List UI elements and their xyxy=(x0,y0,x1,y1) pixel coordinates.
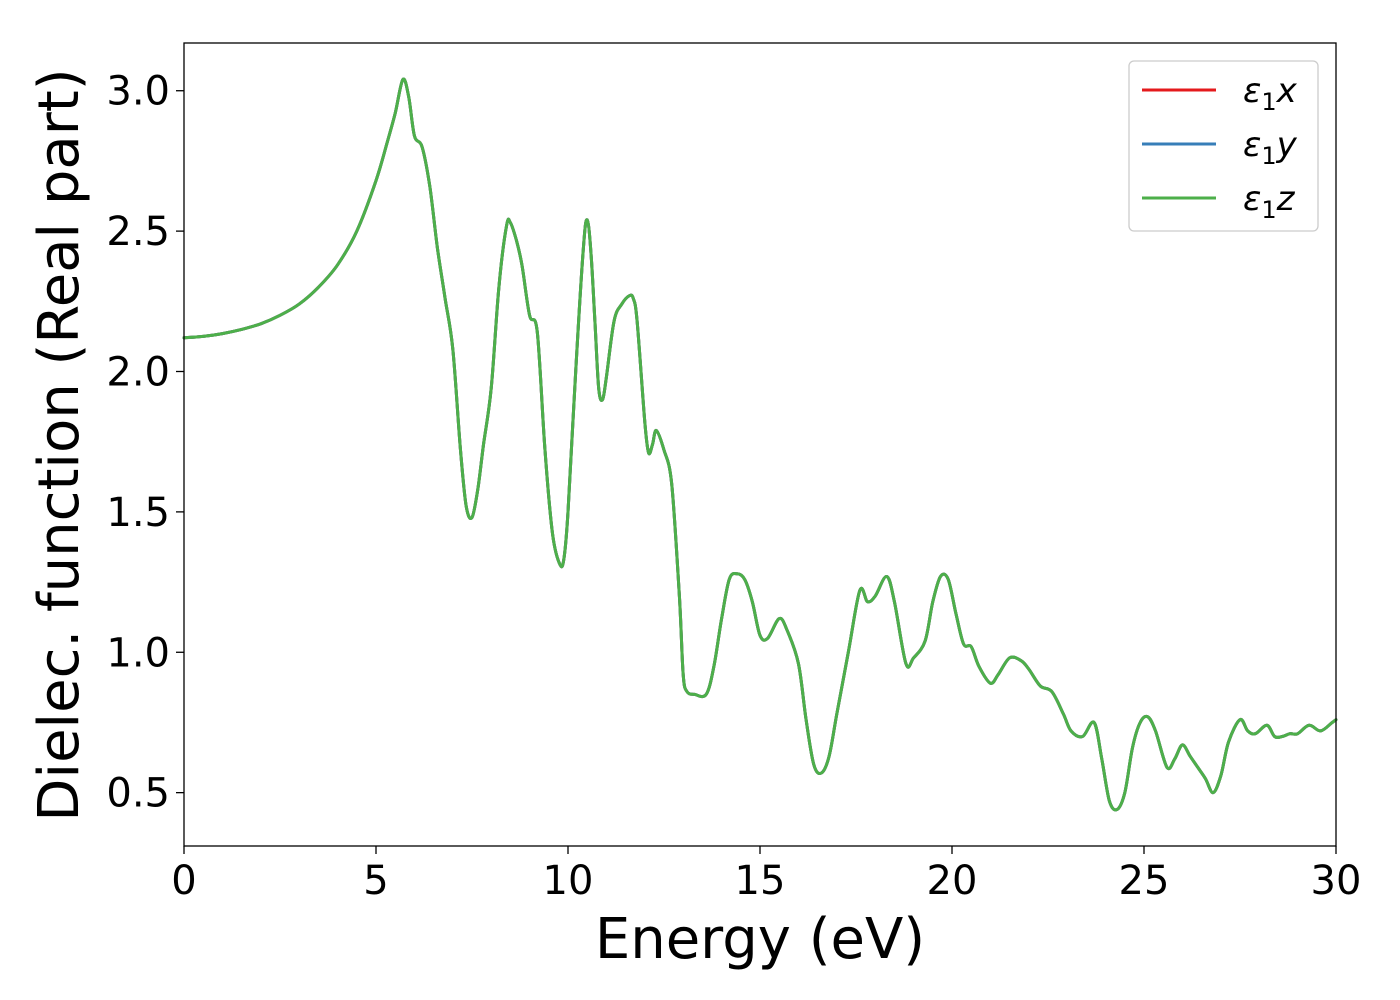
x-axis-title: Energy (eV) xyxy=(595,907,925,972)
legend: ε1x ε1y ε1z xyxy=(1128,60,1319,232)
x-axis: 0 5 10 15 20 25 30 xyxy=(171,846,1361,904)
x-tick-label: 5 xyxy=(363,858,388,904)
y-tick-label: 1.0 xyxy=(106,630,170,676)
y-tick-label: 0.5 xyxy=(106,771,170,817)
x-tick-label: 20 xyxy=(927,858,978,904)
x-tick-label: 0 xyxy=(171,858,196,904)
y-tick-label: 2.0 xyxy=(106,350,170,396)
series-layer xyxy=(182,77,1338,812)
legend-label: ε1z xyxy=(1243,179,1296,224)
legend-box xyxy=(1128,60,1319,232)
x-tick-label: 10 xyxy=(543,858,594,904)
x-tick-label: 25 xyxy=(1119,858,1170,904)
y-axis-title: Dielec. function (Real part) xyxy=(27,68,92,821)
y-tick-label: 3.0 xyxy=(106,69,170,115)
series-line-eps1z xyxy=(182,77,1338,812)
legend-label: ε1x xyxy=(1243,71,1298,116)
y-axis: 0.5 1.0 1.5 2.0 2.5 3.0 xyxy=(106,69,184,817)
legend-label: ε1y xyxy=(1243,125,1298,170)
y-tick-label: 2.5 xyxy=(106,209,170,255)
x-tick-label: 15 xyxy=(735,858,786,904)
x-tick-label: 30 xyxy=(1311,858,1362,904)
y-tick-label: 1.5 xyxy=(106,490,170,536)
